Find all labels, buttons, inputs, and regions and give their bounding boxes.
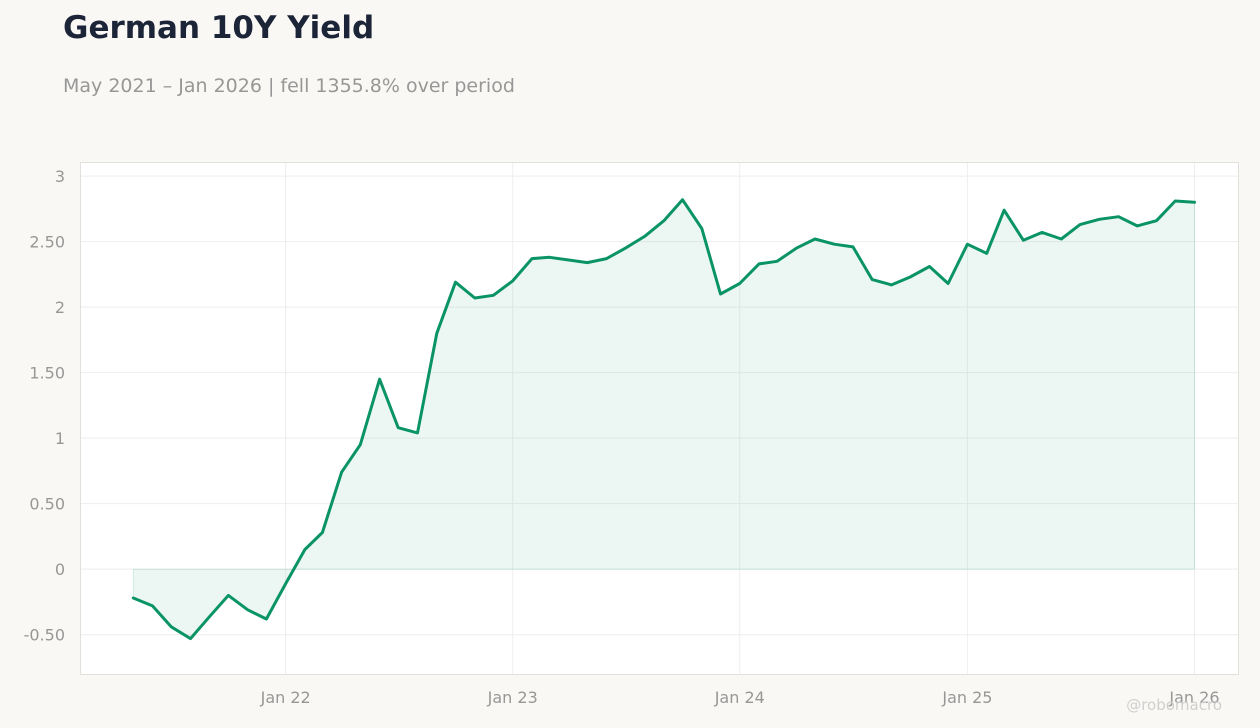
x-axis-ticks: Jan 22 Jan 23 Jan 24 Jan 25 Jan 26 xyxy=(260,688,1220,707)
chart-subtitle: May 2021 – Jan 2026 | fell 1355.8% over … xyxy=(63,75,515,97)
x-tick-label: Jan 25 xyxy=(941,688,992,707)
watermark: @robomacro xyxy=(1126,696,1222,714)
y-tick-label: 1 xyxy=(55,429,65,448)
y-tick-label: 3 xyxy=(55,167,65,186)
x-tick-label: Jan 26 xyxy=(1168,688,1219,707)
x-tick-label: Jan 23 xyxy=(487,688,538,707)
y-axis-ticks: -0.50 0 0.50 1 1.50 2 2.50 3 xyxy=(24,167,65,645)
y-tick-label: 2 xyxy=(55,298,65,317)
x-tick-label: Jan 24 xyxy=(714,688,765,707)
plot-area xyxy=(80,162,1239,675)
grid-lines xyxy=(81,163,1238,674)
y-tick-label: -0.50 xyxy=(24,626,65,645)
y-tick-label: 0.50 xyxy=(29,495,65,514)
chart-title: German 10Y Yield xyxy=(63,10,375,46)
x-tick-label: Jan 22 xyxy=(260,688,311,707)
yield-series-line xyxy=(131,198,1196,641)
y-tick-label: 0 xyxy=(55,560,65,579)
y-tick-label: 1.50 xyxy=(29,364,65,383)
y-tick-label: 2.50 xyxy=(29,233,65,252)
